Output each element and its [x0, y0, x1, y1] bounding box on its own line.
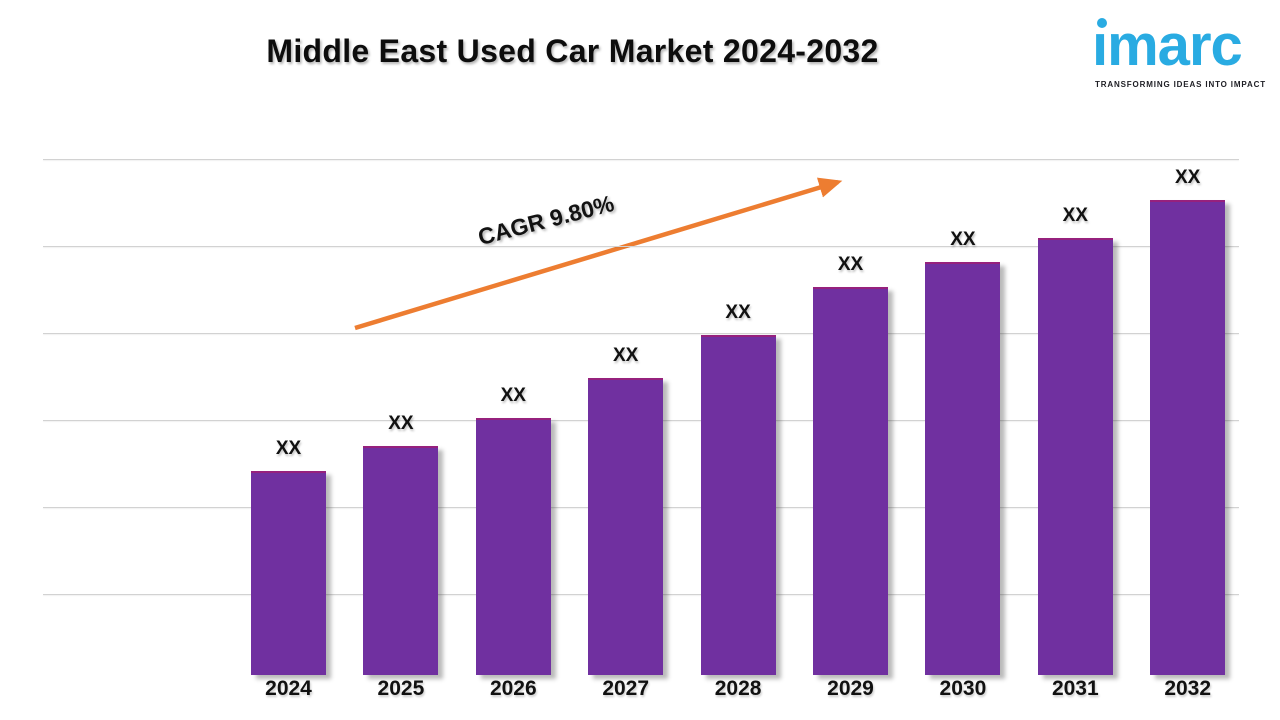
bar-2029: [813, 287, 888, 675]
x-axis-label-2030: 2030: [939, 677, 987, 700]
value-label-2024: XX: [275, 438, 302, 459]
x-axis-label-2029: 2029: [827, 677, 874, 700]
x-axis-label-2024: 2024: [265, 677, 312, 700]
cagr-annotation: CAGR 9.80%: [475, 189, 617, 251]
x-axis-label-2026: 2026: [489, 677, 537, 700]
bar-2032: [1150, 200, 1226, 675]
x-axis-label-2027: 2027: [602, 677, 650, 700]
bar-2025: [363, 446, 439, 675]
x-axis-label-2025: 2025: [377, 677, 425, 700]
gridline: [43, 159, 1239, 160]
bar-2031: [1037, 238, 1113, 675]
bar-2024: [251, 471, 326, 675]
value-label-2030: XX: [950, 229, 976, 250]
bar-2027: [588, 378, 664, 675]
gridline: [43, 333, 1239, 334]
value-label-2028: XX: [725, 302, 751, 323]
value-label-2031: XX: [1062, 205, 1088, 226]
bar-2026: [475, 418, 551, 675]
x-axis-label-2028: 2028: [714, 677, 762, 700]
gridline: [43, 246, 1239, 247]
imarc-logo: ımarc TRANSFORMING IDEAS INTO IMPACT: [1088, 6, 1274, 96]
value-label-2029: XX: [837, 254, 864, 275]
value-label-2032: XX: [1175, 167, 1201, 188]
logo-tagline: TRANSFORMING IDEAS INTO IMPACT: [1095, 80, 1266, 89]
logo-i-dot-icon: [1097, 18, 1107, 28]
value-label-2026: XX: [500, 385, 526, 406]
bar-2030: [925, 262, 1001, 675]
bar-2028: [700, 335, 776, 675]
chart-title: Middle East Used Car Market 2024-2032: [266, 33, 879, 69]
value-label-2025: XX: [388, 413, 414, 434]
x-axis-label-2032: 2032: [1164, 677, 1212, 700]
logo-wordmark: ımarc: [1092, 13, 1243, 78]
x-axis-label-2031: 2031: [1051, 677, 1099, 700]
value-label-2027: XX: [613, 345, 639, 366]
